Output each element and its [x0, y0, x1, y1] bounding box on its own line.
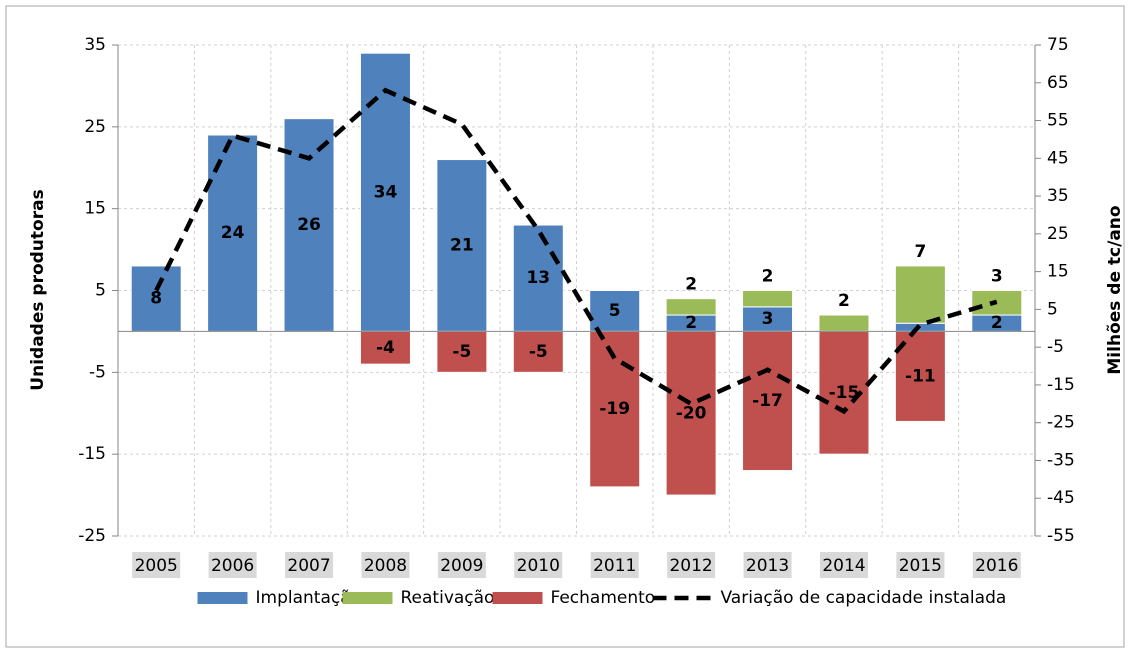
legend-label: Reativação [401, 588, 495, 608]
x-tick-label: 2005 [135, 556, 178, 576]
legend-swatch [342, 592, 393, 604]
x-tick-label-bg [667, 552, 716, 578]
y-tick-label: -5 [89, 362, 106, 382]
y2-tick-label: -55 [1047, 526, 1075, 546]
data-label: 2 [991, 313, 1003, 333]
legend-label: Variação de capacidade instalada [721, 588, 1007, 608]
data-label: 13 [526, 268, 550, 288]
x-tick-label-bg [972, 552, 1021, 578]
data-label: 7 [914, 242, 926, 262]
bar [359, 330, 411, 365]
data-label: -11 [905, 366, 936, 386]
x-tick-label-bg [361, 552, 410, 578]
bar [742, 290, 794, 308]
bar [742, 330, 794, 472]
legend-swatch [197, 592, 248, 604]
y-tick-label: 15 [84, 199, 106, 219]
data-label: -17 [752, 391, 783, 411]
data-label: 2 [838, 291, 850, 311]
x-tick-label: 2009 [440, 556, 483, 576]
data-label: -5 [529, 342, 548, 362]
y2-tick-label: 5 [1047, 299, 1058, 319]
data-label: 21 [450, 235, 474, 255]
x-tick-label: 2014 [822, 556, 865, 576]
bar [512, 224, 564, 332]
x-tick-label-bg [437, 552, 486, 578]
x-tick-label-bg [590, 552, 639, 578]
data-label: -19 [599, 399, 630, 419]
y-axis-title: Unidades produtoras [28, 189, 48, 390]
data-label: -5 [452, 342, 471, 362]
y2-tick-label: -45 [1047, 488, 1075, 508]
data-label: -4 [376, 338, 395, 358]
y2-tick-label: -25 [1047, 413, 1075, 433]
bar [512, 330, 564, 373]
x-tick-label-bg [819, 552, 868, 578]
x-tick-label: 2012 [669, 556, 712, 576]
x-tick-label-bg [514, 552, 563, 578]
y-tick-label: 5 [95, 281, 106, 301]
data-label: 3 [991, 267, 1003, 287]
y2-tick-label: 45 [1047, 148, 1069, 168]
y2-axis-title: Milhões de tc/ano [1105, 205, 1125, 374]
x-tick-label: 2015 [899, 556, 942, 576]
x-tick-label-bg [743, 552, 792, 578]
y-tick-label: 25 [84, 117, 106, 137]
y-tick-label: 35 [84, 35, 106, 55]
y2-tick-label: -5 [1047, 337, 1064, 357]
y-tick-label: -25 [78, 526, 106, 546]
bar [436, 330, 488, 373]
data-label: 34 [374, 182, 398, 202]
y2-tick-label: 15 [1047, 262, 1069, 282]
bar [894, 265, 946, 324]
x-tick-label: 2013 [746, 556, 789, 576]
y-tick-label: -15 [78, 444, 106, 464]
x-tick-label-bg [208, 552, 257, 578]
data-label: 26 [297, 215, 321, 235]
y2-tick-label: -35 [1047, 450, 1075, 470]
legend-swatch [492, 592, 543, 604]
x-tick-label-bg [285, 552, 334, 578]
x-tick-label-bg [132, 552, 181, 578]
x-tick-label: 2007 [287, 556, 330, 576]
y2-tick-label: 55 [1047, 111, 1069, 131]
y2-tick-label: 25 [1047, 224, 1069, 244]
y2-tick-label: 75 [1047, 35, 1069, 55]
line-series [154, 87, 998, 415]
x-tick-label: 2011 [593, 556, 636, 576]
x-tick-label-bg [896, 552, 945, 578]
x-tick-label: 2010 [517, 556, 560, 576]
data-label: 2 [762, 267, 774, 287]
bar [665, 330, 717, 496]
x-tick-label: 2006 [211, 556, 254, 576]
legend-label: Fechamento [551, 588, 656, 608]
bar [283, 118, 335, 332]
bar [359, 52, 411, 332]
y2-tick-label: 65 [1047, 73, 1069, 93]
y2-tick-label: -15 [1047, 375, 1075, 395]
data-label: 3 [762, 309, 774, 329]
data-label: 8 [150, 289, 162, 309]
x-tick-label: 2008 [364, 556, 407, 576]
bar [130, 265, 182, 332]
bar [436, 159, 488, 332]
data-label: 5 [609, 301, 621, 321]
data-label: 2 [685, 313, 697, 333]
data-label: -15 [829, 383, 860, 403]
bar [665, 298, 717, 316]
data-label: -20 [676, 403, 707, 423]
data-label: 24 [221, 223, 245, 243]
y2-tick-label: 35 [1047, 186, 1069, 206]
data-label: 2 [685, 275, 697, 295]
legend-label: Implantação [256, 588, 362, 608]
x-tick-label: 2016 [975, 556, 1018, 576]
bar [818, 314, 870, 332]
